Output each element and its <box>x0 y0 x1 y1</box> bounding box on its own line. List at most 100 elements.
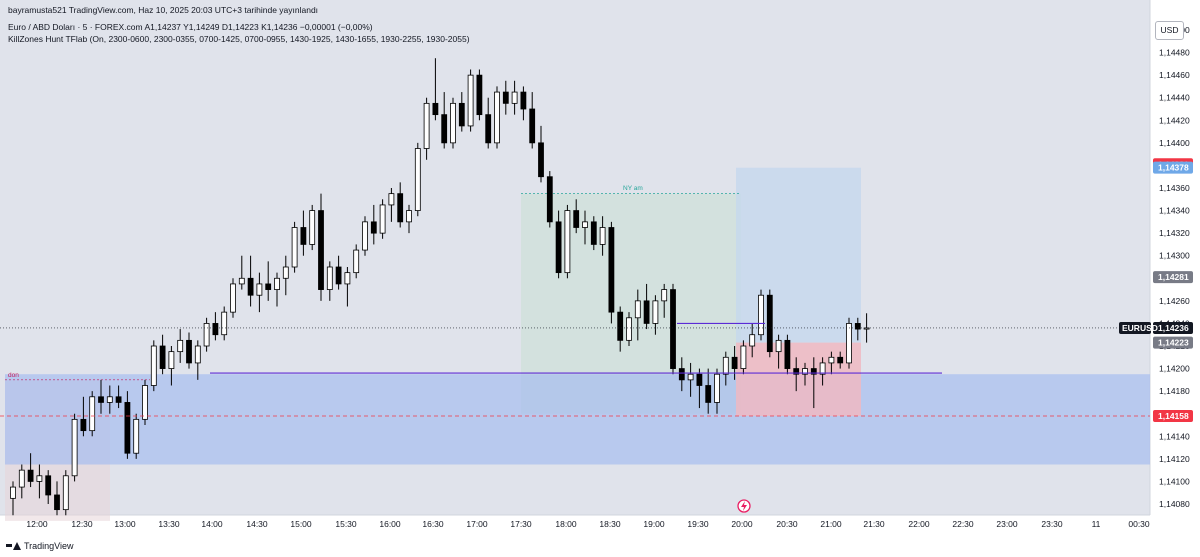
candle-up <box>379 204 386 234</box>
x-tick-label: 23:30 <box>1041 519 1063 529</box>
candle-down <box>617 311 624 341</box>
y-tick-label: 1,14200 <box>1159 364 1190 374</box>
y-tick-label: 1,14340 <box>1159 206 1190 216</box>
candle-up <box>661 289 668 302</box>
candle-down <box>159 345 166 369</box>
candle-down <box>538 142 544 178</box>
candle-down <box>520 91 527 110</box>
candle-down <box>432 102 439 116</box>
candle-up <box>203 323 210 347</box>
candle-up <box>326 266 333 290</box>
candle-up <box>230 283 236 313</box>
y-tick-label: 1,14180 <box>1159 386 1190 396</box>
candle-up <box>819 362 826 375</box>
candle-down <box>502 91 509 104</box>
x-tick-label: 23:00 <box>996 519 1018 529</box>
x-tick-label: 16:30 <box>422 519 444 529</box>
y-tick-label: 1,14260 <box>1159 296 1190 306</box>
candle-up <box>802 368 808 375</box>
candle-up <box>10 486 16 499</box>
x-tick-label: 13:00 <box>114 519 136 529</box>
x-tick-label: 00:30 <box>1128 519 1150 529</box>
x-tick-label: 22:00 <box>908 519 930 529</box>
candle-up <box>863 327 870 330</box>
candle-down <box>854 323 861 330</box>
candle-up <box>291 227 298 268</box>
candle-up <box>362 221 368 251</box>
candle-up <box>150 345 157 386</box>
candle-down <box>115 396 122 403</box>
candle-down <box>98 396 104 403</box>
x-tick-label: 22:30 <box>952 519 974 529</box>
symbol-line: Euro / ABD Doları · 5 · FOREX.com A1,142… <box>8 22 373 32</box>
candle-down <box>27 469 34 482</box>
candle-up <box>564 210 571 274</box>
candle-down <box>370 221 377 234</box>
x-tick-label: 19:00 <box>643 519 665 529</box>
candle-down <box>837 356 844 364</box>
y-tick-label: 1,14400 <box>1159 138 1190 148</box>
price-label-box <box>1153 271 1193 284</box>
zone-target <box>736 167 861 343</box>
candle-down <box>766 294 773 353</box>
candle-up <box>599 227 606 245</box>
candle-up <box>406 210 412 223</box>
candle-up <box>467 74 474 127</box>
price-label-box <box>1153 409 1193 422</box>
candle-up <box>106 396 113 403</box>
ny-am-label: NY am <box>623 185 643 192</box>
y-tick-label: 1,14360 <box>1159 183 1190 193</box>
y-tick-label: 1,14100 <box>1159 476 1190 486</box>
price-label-text: 1,14378 <box>1158 163 1189 173</box>
y-tick-label: 1,14460 <box>1159 70 1190 80</box>
y-tick-label: 1,14320 <box>1159 228 1190 238</box>
candle-down <box>45 475 52 496</box>
candle-up <box>177 339 184 353</box>
candle-down <box>678 368 685 381</box>
price-label-text: 1,14236 <box>1158 323 1189 333</box>
candle-down <box>555 221 562 274</box>
candle-down <box>608 227 615 313</box>
currency-button[interactable]: USD <box>1155 21 1184 40</box>
candle-up <box>36 475 43 482</box>
price-label-text: 1,14281 <box>1158 272 1189 282</box>
candle-up <box>71 418 78 477</box>
candle-down <box>397 193 404 223</box>
x-tick-label: 15:00 <box>290 519 312 529</box>
price-label-box <box>1153 161 1193 174</box>
x-tick-label: 17:30 <box>510 519 532 529</box>
candle-down <box>546 176 553 223</box>
y-tick-label: 1,14420 <box>1159 115 1190 125</box>
candle-down <box>265 283 272 290</box>
y-tick-label: 1,14440 <box>1159 93 1190 103</box>
candle-up <box>89 396 96 432</box>
candle-up <box>775 339 782 353</box>
candle-up <box>353 249 360 274</box>
candle-up <box>740 345 747 369</box>
x-tick-label: 20:30 <box>776 519 798 529</box>
candle-up <box>344 272 351 285</box>
candle-down <box>573 210 580 228</box>
candle-down <box>705 385 712 403</box>
candle-down <box>529 108 536 144</box>
candle-up <box>828 356 835 364</box>
candle-up <box>388 193 395 206</box>
x-tick-label: 19:30 <box>687 519 709 529</box>
candle-up <box>758 294 764 336</box>
lightning-icon[interactable] <box>737 499 751 513</box>
published-line: bayramusta521 TradingView.com, Haz 10, 2… <box>8 5 319 15</box>
candle-down <box>590 221 597 245</box>
x-tick-label: 21:00 <box>820 519 842 529</box>
candle-up <box>142 385 148 420</box>
candle-down <box>300 227 307 245</box>
candle-down <box>643 300 650 324</box>
candle-up <box>194 345 201 364</box>
candle-down <box>458 102 465 127</box>
candle-up <box>282 266 289 279</box>
candle-down <box>784 339 791 369</box>
price-scale-background <box>1150 0 1200 515</box>
price-label-text: 1,14158 <box>1158 411 1189 421</box>
candle-down <box>485 114 492 144</box>
candle-down <box>441 114 448 144</box>
